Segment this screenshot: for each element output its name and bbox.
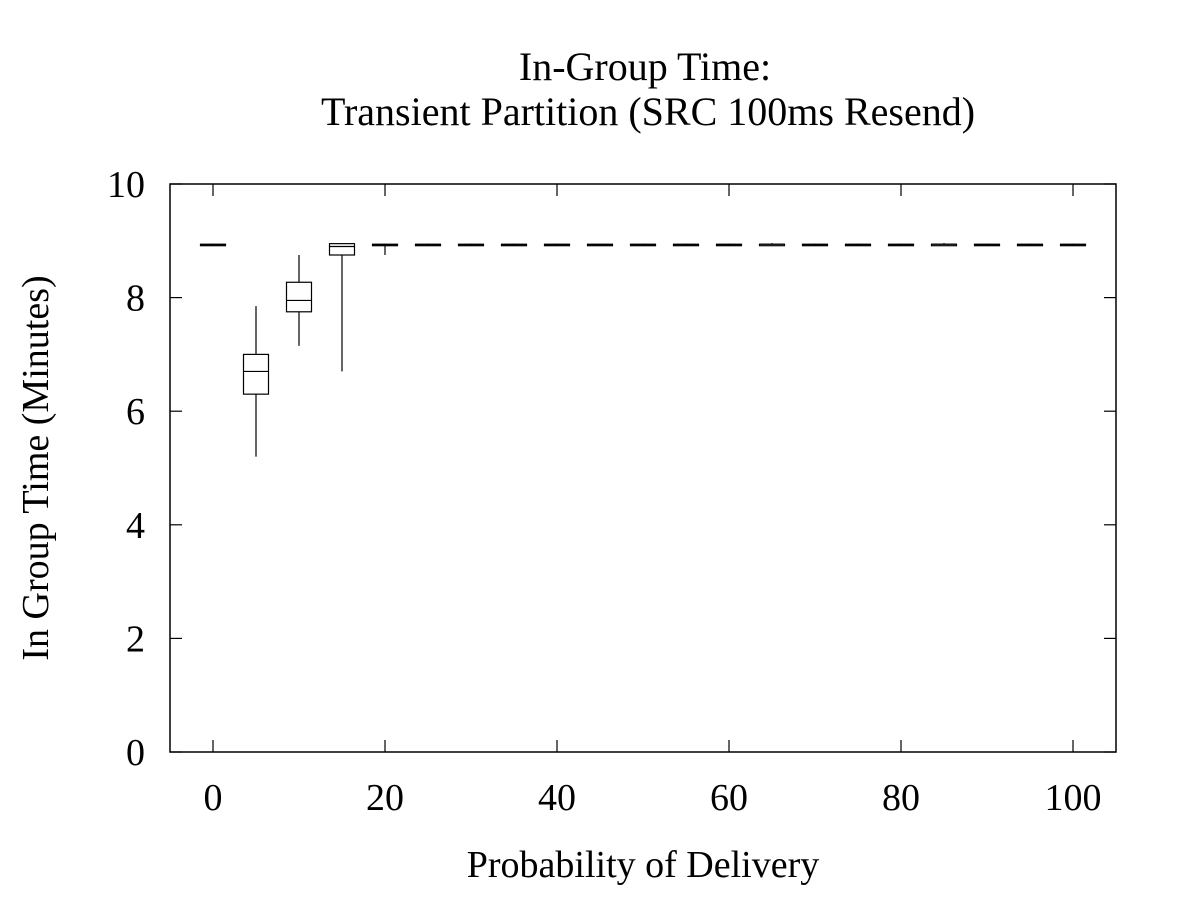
- box-item: [672, 243, 700, 247]
- y-tick-label: 6: [126, 391, 145, 433]
- chart-title-line-1: In-Group Time:: [519, 44, 771, 89]
- y-tick-label: 0: [126, 732, 145, 774]
- y-tick-label: 2: [126, 618, 145, 660]
- box-item: [758, 243, 786, 247]
- box-item: [328, 243, 356, 372]
- box-iqr: [242, 353, 270, 395]
- y-axis: 0 2 4 6 8 10: [107, 164, 1116, 774]
- box-item: [543, 243, 571, 247]
- box-iqr: [328, 243, 356, 256]
- x-tick-label: 80: [882, 777, 920, 819]
- box-item: [242, 306, 270, 457]
- x-axis-label: Probability of Delivery: [467, 844, 819, 886]
- box-item: [1016, 243, 1044, 247]
- box-item: [715, 243, 743, 247]
- y-tick-label: 10: [107, 164, 145, 206]
- box-item: [457, 243, 485, 247]
- plot-frame: [169, 183, 1117, 753]
- box-item: [973, 243, 1001, 247]
- x-tick-label: 40: [538, 777, 576, 819]
- box-iqr: [285, 281, 313, 313]
- box-item: [801, 243, 829, 247]
- box-item: [887, 243, 915, 247]
- y-tick-label: 8: [126, 278, 145, 320]
- x-tick-label: 0: [204, 777, 223, 819]
- x-tick-label: 20: [366, 777, 404, 819]
- y-axis-label: In Group Time (Minutes): [15, 275, 57, 660]
- box-item: [371, 243, 399, 255]
- box-series: [199, 243, 1087, 457]
- box-item: [930, 243, 958, 247]
- box-item: [1059, 243, 1087, 247]
- box-item: [844, 243, 872, 247]
- x-tick-label: 100: [1045, 777, 1102, 819]
- box-item: [500, 243, 528, 247]
- x-axis: 0 20 40 60 80 100: [204, 184, 1102, 819]
- chart-title-line-2: Transient Partition (SRC 100ms Resend): [321, 89, 975, 134]
- box-item: [629, 243, 657, 247]
- box-item: [199, 243, 227, 247]
- box-item: [414, 243, 442, 247]
- x-tick-label: 60: [710, 777, 748, 819]
- box-item: [285, 255, 313, 346]
- box-item: [586, 243, 614, 247]
- y-tick-label: 4: [126, 505, 145, 547]
